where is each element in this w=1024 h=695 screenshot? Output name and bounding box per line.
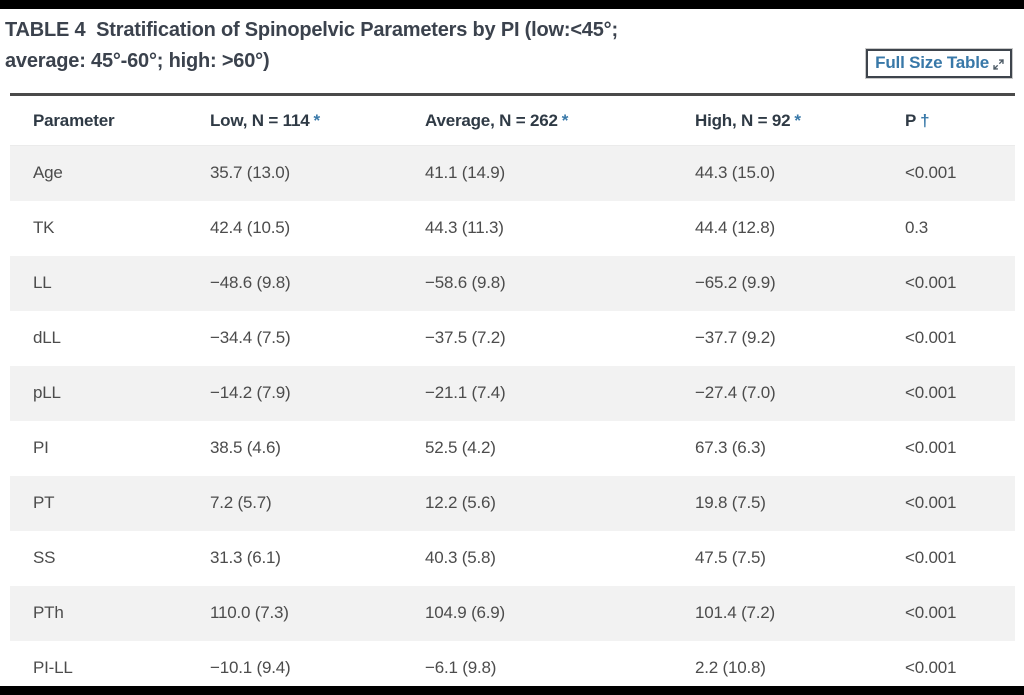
column-header-parameter: Parameter <box>10 94 210 146</box>
column-header-average: Average, N = 262 * <box>425 94 695 146</box>
value-cell: 110.0 (7.3) <box>210 603 289 622</box>
value-cell: 40.3 (5.8) <box>425 548 496 567</box>
value-cell: <0.001 <box>905 438 957 457</box>
table-row: dLL −34.4 (7.5) −37.5 (7.2) −37.7 (9.2) <0.0… <box>10 311 1015 366</box>
value-cell: <0.001 <box>905 493 957 512</box>
value-cell: <0.001 <box>905 603 957 622</box>
table-container: Parameter Low, N = 114 * Average, N = 262 * H… <box>10 93 1015 695</box>
value-cell: 7.2 (5.7) <box>210 493 272 512</box>
spinopelvic-parameters-table: Parameter Low, N = 114 * Average, N = 262 * H… <box>10 93 1015 695</box>
value-cell: 101.4 (7.2) <box>695 603 776 622</box>
value-cell: 35.7 (13.0) <box>210 163 291 183</box>
parameter-cell: LL <box>33 273 52 292</box>
value-cell: <0.001 <box>905 328 957 347</box>
value-cell: <0.001 <box>905 273 957 292</box>
value-cell: −37.5 (7.2) <box>425 328 506 347</box>
full-size-table-label: Full Size Table <box>875 53 989 72</box>
column-header-p: P † <box>905 94 1015 146</box>
value-cell: 2.2 (10.8) <box>695 658 766 677</box>
letterbox-bottom-bar <box>0 686 1024 695</box>
dagger-footnote-marker: † <box>920 110 930 130</box>
value-cell: −6.1 (9.8) <box>425 658 497 677</box>
value-cell: −10.1 (9.4) <box>210 658 291 677</box>
value-cell: 12.2 (5.6) <box>425 493 496 512</box>
value-cell: <0.001 <box>905 383 957 402</box>
value-cell: 41.1 (14.9) <box>425 163 506 183</box>
value-cell: −14.2 (7.9) <box>210 383 291 402</box>
asterisk-footnote-marker: * <box>313 110 320 130</box>
table-title-line2: average: 45°-60°; high: >60°) <box>5 50 270 72</box>
value-cell: −58.6 (9.8) <box>425 273 506 292</box>
value-cell: <0.001 <box>905 658 957 677</box>
parameter-cell: PT <box>33 493 55 512</box>
parameter-cell: dLL <box>33 328 61 347</box>
table-row: TK 42.4 (10.5) 44.3 (11.3) 44.4 (12.8) 0.3 <box>10 201 1015 256</box>
value-cell: 52.5 (4.2) <box>425 438 496 457</box>
parameter-cell: pLL <box>33 383 61 402</box>
value-cell: 44.3 (11.3) <box>425 218 504 237</box>
letterbox-top-bar <box>0 0 1024 9</box>
value-cell: 38.5 (4.6) <box>210 438 281 457</box>
column-header-low: Low, N = 114 * <box>210 94 425 146</box>
asterisk-footnote-marker: * <box>794 110 801 130</box>
parameter-cell: Age <box>33 163 63 183</box>
parameter-cell: SS <box>33 548 56 567</box>
value-cell: 67.3 (6.3) <box>695 438 766 457</box>
value-cell: 31.3 (6.1) <box>210 548 281 567</box>
value-cell: 19.8 (7.5) <box>695 493 766 512</box>
table-header-row: Parameter Low, N = 114 * Average, N = 262 * H… <box>10 94 1015 146</box>
value-cell: 104.9 (6.9) <box>425 603 506 622</box>
value-cell: 44.3 (15.0) <box>695 163 776 183</box>
asterisk-footnote-marker: * <box>561 110 569 130</box>
parameter-cell: TK <box>33 218 55 237</box>
parameter-cell: PI-LL <box>33 658 73 677</box>
full-size-table-button[interactable]: Full Size Table <box>865 48 1013 79</box>
table-title-line1: TABLE 4 Stratification of Spinopelvic Pa… <box>5 19 618 41</box>
parameter-cell: PI <box>33 438 49 457</box>
value-cell: −34.4 (7.5) <box>210 328 291 347</box>
value-cell: 47.5 (7.5) <box>695 548 766 567</box>
value-cell: 42.4 (10.5) <box>210 218 291 237</box>
table-row: PT 7.2 (5.7) 12.2 (5.6) 19.8 (7.5) <0.001 <box>10 475 1015 531</box>
value-cell: −37.7 (9.2) <box>695 328 776 347</box>
expand-diagonal-arrows-icon <box>992 55 1005 71</box>
parameter-cell: PTh <box>33 603 64 622</box>
table-row: Age 35.7 (13.0) 41.1 (14.9) 44.3 (15.0) <0.0… <box>10 145 1015 201</box>
value-cell: −65.2 (9.9) <box>695 273 776 292</box>
table-title: TABLE 4 Stratification of Spinopelvic Pa… <box>5 15 685 77</box>
table-row: SS 31.3 (6.1) 40.3 (5.8) 47.5 (7.5) <0.001 <box>10 531 1015 586</box>
value-cell: 44.4 (12.8) <box>695 218 776 237</box>
value-cell: <0.001 <box>905 548 957 567</box>
table-row: pLL −14.2 (7.9) −21.1 (7.4) −27.4 (7.0) <0.0… <box>10 365 1015 421</box>
table-row: PI 38.5 (4.6) 52.5 (4.2) 67.3 (6.3) <0.001 <box>10 421 1015 476</box>
value-cell: −27.4 (7.0) <box>695 383 776 402</box>
table-row: PTh 110.0 (7.3) 104.9 (6.9) 101.4 (7.2) <0.0… <box>10 585 1015 641</box>
value-cell: <0.001 <box>905 163 957 183</box>
value-cell: −48.6 (9.8) <box>210 273 291 292</box>
column-header-high: High, N = 92 * <box>695 94 905 146</box>
table-row: LL −48.6 (9.8) −58.6 (9.8) −65.2 (9.9) <0.00… <box>10 255 1015 311</box>
value-cell: 0.3 <box>905 218 929 237</box>
table-row: PI-LL −10.1 (9.4) −6.1 (9.8) 2.2 (10.8) <0.0… <box>10 641 1015 695</box>
value-cell: −21.1 (7.4) <box>425 383 506 402</box>
